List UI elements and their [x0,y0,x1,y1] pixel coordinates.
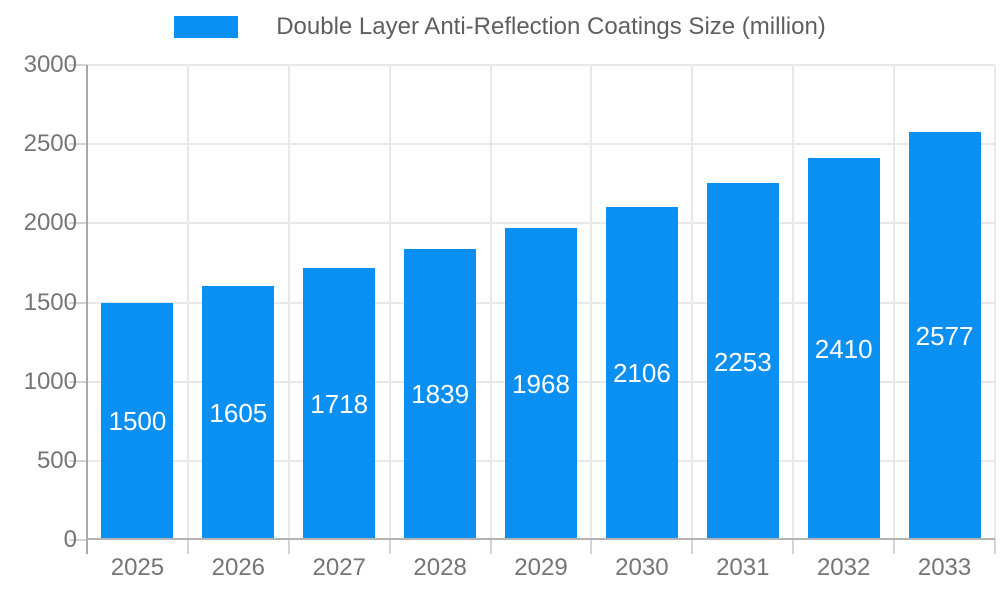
bar-2029[interactable] [505,228,577,540]
x-tick-mark [893,540,896,554]
x-axis-label: 2033 [917,554,972,581]
x-tick-mark [388,540,391,554]
v-gridline [590,65,593,540]
v-gridline [691,65,694,540]
y-axis-label: 0 [63,526,77,553]
bar-value-label: 2410 [814,334,873,365]
x-tick-mark [489,540,492,554]
legend-swatch[interactable] [174,16,239,38]
y-tick-mark [69,380,87,383]
v-gridline [792,65,795,540]
y-axis-label: 3000 [23,51,77,78]
bar-2030[interactable] [605,206,678,540]
y-axis-label: 2000 [23,209,77,237]
x-tick-mark [186,540,189,554]
bar-value-label: 1605 [209,397,268,428]
x-tick-mark [590,540,593,554]
v-gridline [994,65,996,540]
bar-2025[interactable] [101,302,174,540]
h-gridline [87,143,995,146]
v-gridline [893,65,896,540]
x-tick-mark [287,540,290,554]
bar-value-label: 2106 [612,358,671,389]
x-axis-label: 2029 [514,554,568,581]
bar-value-label: 2253 [713,346,772,377]
y-axis-line [86,65,88,554]
y-axis-label: 1000 [23,367,77,395]
x-tick-mark [792,540,795,554]
x-tick-mark [691,540,694,554]
bar-2031[interactable] [706,183,779,540]
h-gridline [87,64,995,66]
bar-value-label: 1718 [310,388,369,419]
x-axis-label: 2031 [716,554,770,581]
y-axis-label: 500 [36,446,77,474]
bar-2033[interactable] [908,131,981,540]
bar-2027[interactable] [303,267,376,540]
y-tick-mark [69,539,87,541]
x-axis-label: 2026 [211,554,266,581]
v-gridline [388,65,391,540]
bar-value-label: 1500 [108,406,167,437]
y-axis-label: 1500 [23,288,77,316]
h-gridline [87,222,995,225]
bar-value-label: 1968 [512,369,570,400]
bar-value-label: 2577 [915,320,974,351]
v-gridline [287,65,290,540]
x-axis-label: 2027 [312,554,366,581]
x-axis-label: 2025 [110,554,165,581]
x-axis-label: 2028 [413,554,467,581]
y-tick-mark [69,64,87,66]
legend-label[interactable]: Double Layer Anti-Reflection Coatings Si… [276,13,826,40]
y-tick-mark [69,143,87,146]
y-tick-mark [69,301,87,304]
y-axis-label: 2500 [23,130,77,158]
bar-2028[interactable] [404,248,477,540]
x-tick-mark [994,540,996,554]
v-gridline [186,65,189,540]
y-tick-mark [69,222,87,225]
x-axis-line [87,538,995,540]
y-tick-mark [69,459,87,462]
chart-legend[interactable]: Double Layer Anti-Reflection Coatings Si… [0,12,1000,42]
x-axis-label: 2030 [615,554,669,581]
bar-2032[interactable] [807,158,880,540]
bar-2026[interactable] [202,285,275,540]
x-axis-label: 2032 [816,554,871,581]
plot-area: 1500 1605 1718 1839 1968 2106 2253 2410 2577 [69,64,996,554]
v-gridline [489,65,492,540]
bar-value-label: 1839 [411,379,470,410]
